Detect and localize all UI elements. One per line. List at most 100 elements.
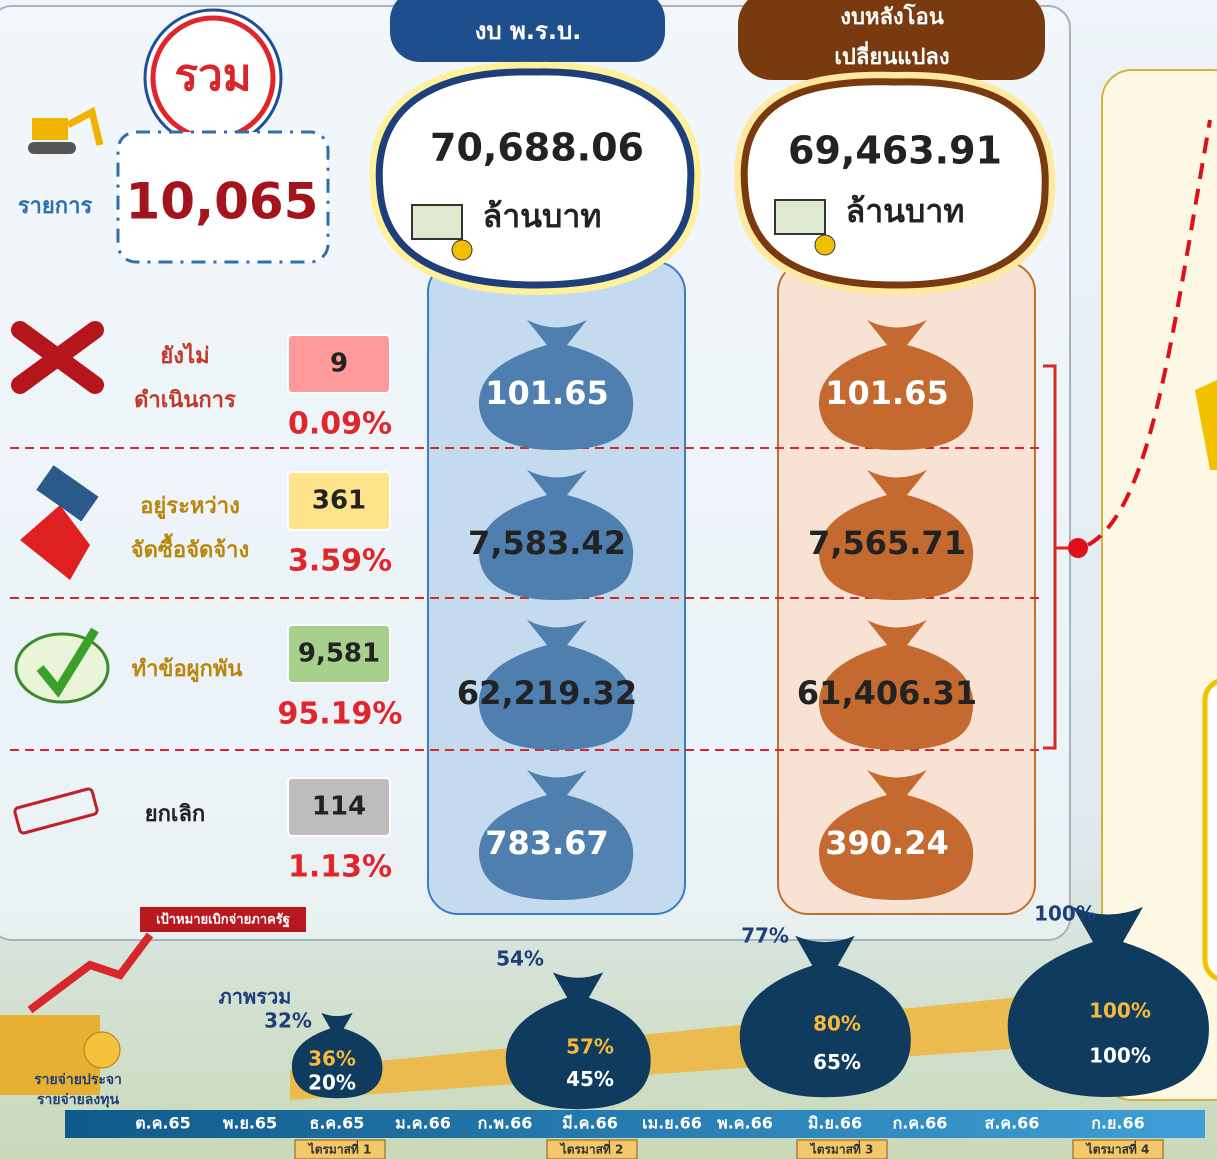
status-label: ยังไม่ xyxy=(160,342,209,369)
status-percent: 1.13% xyxy=(288,850,392,885)
quarter-recurrent: 100% xyxy=(1089,999,1151,1023)
status-count: 9,581 xyxy=(298,639,380,669)
transfer-unit: ล้านบาท xyxy=(846,192,965,230)
money-bag xyxy=(478,620,634,750)
quarter-bag xyxy=(739,935,911,1098)
cross-icon xyxy=(11,321,104,394)
month-label: พ.ค.66 xyxy=(717,1114,773,1133)
quarter-tab xyxy=(796,1139,888,1159)
count-box xyxy=(287,624,391,684)
quarter-investment: 20% xyxy=(308,1071,356,1095)
quarter-investment: 100% xyxy=(1089,1044,1151,1068)
money-bag xyxy=(818,470,974,600)
coin xyxy=(83,1031,121,1069)
bag-amount: 101.65 xyxy=(485,374,608,412)
transfer-header: เปลี่ยนแปลง xyxy=(834,40,949,70)
bracket xyxy=(1043,364,1057,750)
excavator-icon xyxy=(28,106,104,154)
status-label: ยกเลิก xyxy=(145,802,206,827)
quarter-label: ไตรมาสที่ 4 xyxy=(1085,1141,1150,1157)
quarter-label: ไตรมาสที่ 2 xyxy=(559,1141,624,1157)
target-label: เป้าหมายเบิกจ่ายภาครัฐ xyxy=(156,912,290,929)
overall-label: ภาพรวม xyxy=(219,985,292,1009)
bag-amount: 783.67 xyxy=(485,824,608,862)
quarter-bag xyxy=(505,972,651,1110)
quarter-recurrent: 80% xyxy=(813,1012,861,1036)
quarter-recurrent: 57% xyxy=(566,1035,614,1059)
month-label: ก.ค.66 xyxy=(893,1114,948,1133)
legend-item: รายจ่ายลงทุน xyxy=(37,1092,119,1108)
quarter-overall: 32% xyxy=(264,1009,312,1033)
quarter-recurrent: 36% xyxy=(308,1047,356,1071)
quarter-tab xyxy=(546,1139,638,1159)
money-bag xyxy=(818,620,974,750)
side-shape xyxy=(1195,380,1217,470)
total-count: 10,065 xyxy=(126,173,319,231)
month-label: ก.พ.66 xyxy=(478,1114,533,1133)
quarter-tab xyxy=(1072,1139,1164,1159)
total-label: รวม xyxy=(174,50,251,101)
transfer-amount: 69,463.91 xyxy=(788,129,1002,173)
gavel-icon xyxy=(20,465,99,580)
month-label: พ.ย.65 xyxy=(223,1114,277,1133)
transfer-bag xyxy=(740,78,1049,289)
status-count: 9 xyxy=(330,349,348,379)
count-box xyxy=(287,777,391,837)
quarter-label: ไตรมาสที่ 1 xyxy=(307,1141,372,1157)
side-box xyxy=(1202,678,1217,982)
quarter-tab xyxy=(294,1139,386,1159)
bracket-dot xyxy=(1068,538,1088,558)
bag-amount: 7,565.71 xyxy=(808,524,966,562)
cancel-stamp xyxy=(13,787,99,835)
money-icon xyxy=(774,199,836,256)
legend-item: รายจ่ายประจา xyxy=(34,1072,122,1088)
progress-band xyxy=(290,985,1140,1100)
status-count: 114 xyxy=(312,792,366,822)
month-label: มิ.ย.66 xyxy=(808,1114,862,1133)
quarter-bag xyxy=(291,1012,383,1099)
quarter-label: ไตรมาสที่ 3 xyxy=(809,1141,874,1157)
money-icon xyxy=(411,204,473,261)
dashed-curve xyxy=(1087,119,1212,547)
arrow-up xyxy=(27,932,154,1014)
status-label: ทำข้อผูกพัน xyxy=(132,657,243,683)
quarter-investment: 45% xyxy=(566,1067,614,1091)
money-bag xyxy=(478,770,634,900)
month-label: ส.ค.66 xyxy=(985,1114,1040,1133)
quarter-overall: 54% xyxy=(496,947,544,971)
month-label: ต.ค.65 xyxy=(135,1114,191,1133)
bag-amount: 101.65 xyxy=(825,374,948,412)
month-label: ม.ค.66 xyxy=(395,1114,451,1133)
month-label: ธ.ค.65 xyxy=(310,1114,365,1133)
bag-amount: 61,406.31 xyxy=(797,674,977,712)
quarter-overall: 100% xyxy=(1034,902,1096,926)
status-percent: 0.09% xyxy=(288,407,392,442)
count-box xyxy=(287,471,391,531)
status-count: 361 xyxy=(312,486,366,516)
money-bag xyxy=(818,320,974,450)
budget-header: งบ พ.ร.บ. xyxy=(475,17,582,45)
bag-amount: 7,583.42 xyxy=(468,524,626,562)
budget-header-bg xyxy=(390,0,665,62)
budget-bag xyxy=(375,68,695,289)
month-label: มี.ค.66 xyxy=(562,1114,618,1133)
quarter-investment: 65% xyxy=(813,1050,861,1074)
quarter-bag xyxy=(1007,907,1209,1097)
side-panel xyxy=(1101,69,1217,1101)
money-bag xyxy=(478,470,634,600)
money-bag xyxy=(478,320,634,450)
count-box xyxy=(116,130,330,264)
coins xyxy=(0,1015,100,1095)
status-percent: 95.19% xyxy=(278,697,403,732)
budget-amount: 70,688.06 xyxy=(430,126,644,170)
quarter-overall: 77% xyxy=(741,924,789,948)
check-mark xyxy=(36,627,99,698)
bag-amount: 62,219.32 xyxy=(457,674,637,712)
transfer-header: งบหลังโอน xyxy=(840,3,944,30)
status-label: ดำเนินการ xyxy=(134,388,236,413)
status-label: อยู่ระหว่าง xyxy=(140,494,240,520)
bag-amount: 390.24 xyxy=(825,824,948,862)
items-label: รายการ xyxy=(18,194,93,219)
timeline-bar xyxy=(65,1110,1205,1138)
